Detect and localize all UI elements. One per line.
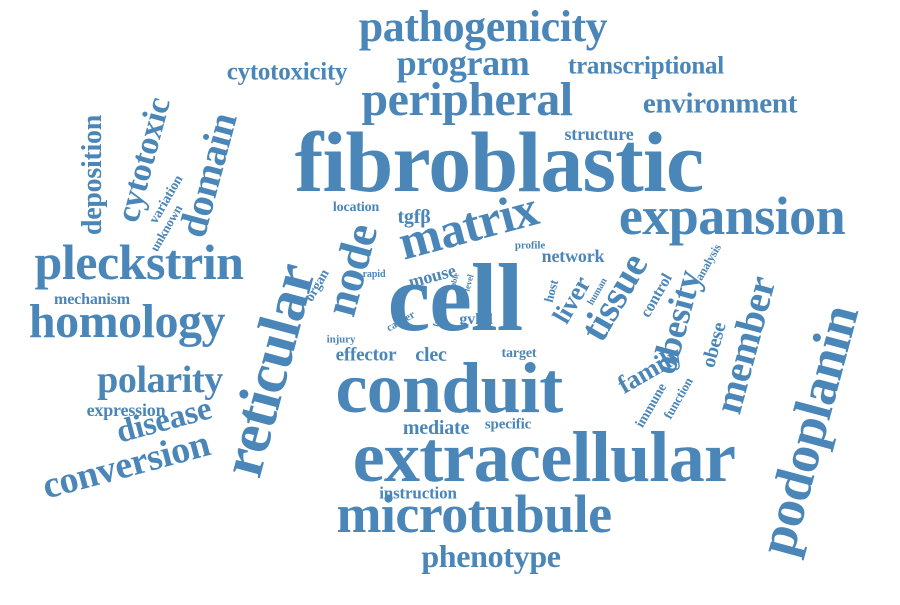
word-pathogenicity: pathogenicity bbox=[358, 2, 608, 51]
word-injury: injury bbox=[326, 333, 356, 346]
word-cell: cell bbox=[387, 244, 524, 351]
word-fibroblastic: fibroblastic bbox=[294, 114, 704, 210]
word-specific: specific bbox=[484, 416, 532, 433]
word-location: location bbox=[332, 200, 380, 215]
word-network: network bbox=[541, 246, 605, 266]
word-polarity: polarity bbox=[97, 359, 223, 401]
word-target: target bbox=[501, 346, 537, 361]
word-microtubule: microtubule bbox=[336, 484, 612, 544]
word-homology: homology bbox=[28, 295, 226, 348]
word-transcriptional: transcriptional bbox=[568, 52, 724, 80]
word-expansion: expansion bbox=[618, 186, 846, 246]
word-instruction: instruction bbox=[379, 483, 457, 503]
word-clec: clec bbox=[415, 344, 447, 366]
word-peripheral: peripheral bbox=[361, 73, 573, 126]
word-expression: expression bbox=[86, 400, 166, 420]
word-mediate: mediate bbox=[402, 417, 470, 439]
word-environment: environment bbox=[642, 87, 798, 120]
word-function: function bbox=[660, 374, 696, 422]
word-phenotype: phenotype bbox=[421, 538, 561, 574]
word-gvhd: gvhd bbox=[459, 311, 493, 328]
word-conduit: conduit bbox=[335, 348, 563, 428]
word-program: program bbox=[396, 43, 530, 83]
word-cytotoxicity: cytotoxicity bbox=[226, 58, 348, 86]
word-structure: structure bbox=[564, 124, 634, 144]
word-mechanism: mechanism bbox=[54, 291, 130, 308]
word-effector: effector bbox=[335, 344, 397, 366]
word-extracellular: extracellular bbox=[352, 417, 736, 497]
word-pleckstrin: pleckstrin bbox=[34, 234, 244, 290]
word-rapid: rapid bbox=[362, 269, 386, 280]
word-tgfb: tgfβ bbox=[397, 206, 431, 228]
word-deposition: deposition bbox=[77, 114, 108, 236]
word-profile: profile bbox=[514, 239, 546, 252]
word-domain: domain bbox=[169, 107, 246, 242]
